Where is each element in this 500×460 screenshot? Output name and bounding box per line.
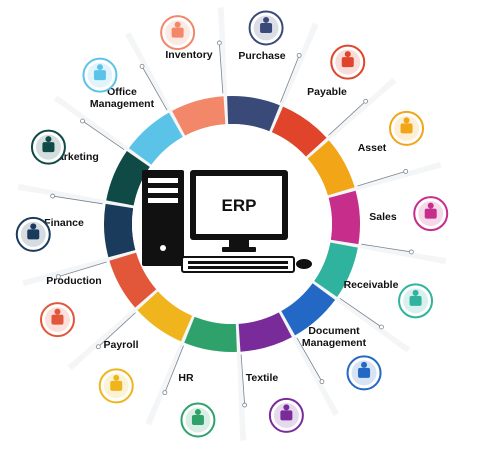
module-band <box>307 140 355 196</box>
finance-growth-icon <box>30 129 66 165</box>
connector-line <box>164 345 184 393</box>
inventory-icon <box>248 10 284 46</box>
connector-dot <box>80 118 85 124</box>
connector-line <box>98 312 136 348</box>
module-label: Payroll <box>103 339 138 351</box>
module-band <box>271 106 327 157</box>
connector-dot <box>379 324 384 330</box>
module-label: Receivable <box>344 279 399 291</box>
connector-line <box>141 66 168 111</box>
module-label: Textile <box>246 372 279 384</box>
module-band <box>103 203 136 258</box>
module-label: Inventory <box>165 49 212 61</box>
connector-dot <box>95 344 101 350</box>
asset-chart-icon <box>413 196 449 232</box>
module-wedge <box>355 167 449 259</box>
handshake-money-icon <box>389 110 425 146</box>
connector-line <box>82 120 125 150</box>
connector-dot <box>139 63 145 69</box>
office-team-icon <box>160 15 196 51</box>
sales-hand-icon <box>398 283 434 319</box>
module-band <box>128 112 183 165</box>
shirt-icon <box>180 402 216 438</box>
computer-illustration: ERP <box>142 170 312 273</box>
connector-line <box>328 100 366 136</box>
payroll-person-icon <box>39 302 75 338</box>
module-label: HR <box>178 372 194 384</box>
module-label: Payable <box>307 86 347 98</box>
module-wedge <box>295 299 407 413</box>
module-label: Document Management <box>302 325 367 349</box>
team-icon <box>98 368 134 404</box>
module-wedge <box>151 342 241 442</box>
connector-line <box>296 337 323 382</box>
connector-dot <box>242 402 248 408</box>
factory-icon <box>15 216 51 252</box>
module-wedge <box>130 7 224 111</box>
connector-dot <box>162 390 168 396</box>
module-band <box>314 242 358 297</box>
module-band <box>227 95 280 132</box>
module-label: Asset <box>358 142 387 154</box>
shopping-cart-icon <box>330 44 366 80</box>
computer-mouse <box>296 259 312 269</box>
module-band <box>281 283 336 336</box>
connector-dot <box>363 98 369 104</box>
module-wedge <box>328 82 440 188</box>
module-band <box>137 291 193 342</box>
module-wedge <box>223 7 313 106</box>
module-label: Production <box>46 275 101 287</box>
connector-dot <box>216 40 222 46</box>
computer-tower <box>142 170 184 266</box>
module-wedge <box>18 100 127 201</box>
document-folder-icon <box>268 397 304 433</box>
module-wedge <box>71 310 181 423</box>
connector-line <box>361 243 412 253</box>
module-wedge <box>24 260 136 366</box>
module-band <box>328 190 361 245</box>
connector-dot <box>319 379 325 385</box>
module-wedge <box>57 35 169 149</box>
module-band <box>109 252 157 308</box>
module-label: Office Management <box>90 86 155 110</box>
connector-line <box>52 195 103 205</box>
module-band <box>172 96 226 136</box>
center-label: ERP <box>222 196 257 215</box>
connector-dot <box>55 274 61 280</box>
module-label: Finance <box>44 217 84 229</box>
module-label: Sales <box>369 211 397 223</box>
connector-line <box>218 42 224 94</box>
marketing-presentation-icon <box>82 57 118 93</box>
connector-dot <box>403 168 409 174</box>
module-wedge <box>15 189 109 281</box>
connector-dot <box>408 249 414 255</box>
module-label: Purchase <box>238 50 285 62</box>
connector-line <box>240 354 246 406</box>
module-band <box>238 312 292 352</box>
connector-dot <box>296 52 302 58</box>
module-wedge <box>337 247 446 348</box>
connector-line <box>357 170 406 187</box>
module-wedge <box>283 25 393 138</box>
connector-line <box>280 55 300 103</box>
module-band <box>184 316 237 352</box>
connector-line <box>58 261 107 278</box>
module-wedge <box>240 337 334 441</box>
computer-keyboard <box>181 256 295 273</box>
connector-dot <box>50 193 56 199</box>
module-band <box>106 151 150 206</box>
connector-line <box>339 298 382 328</box>
receivable-city-icon <box>346 355 382 391</box>
